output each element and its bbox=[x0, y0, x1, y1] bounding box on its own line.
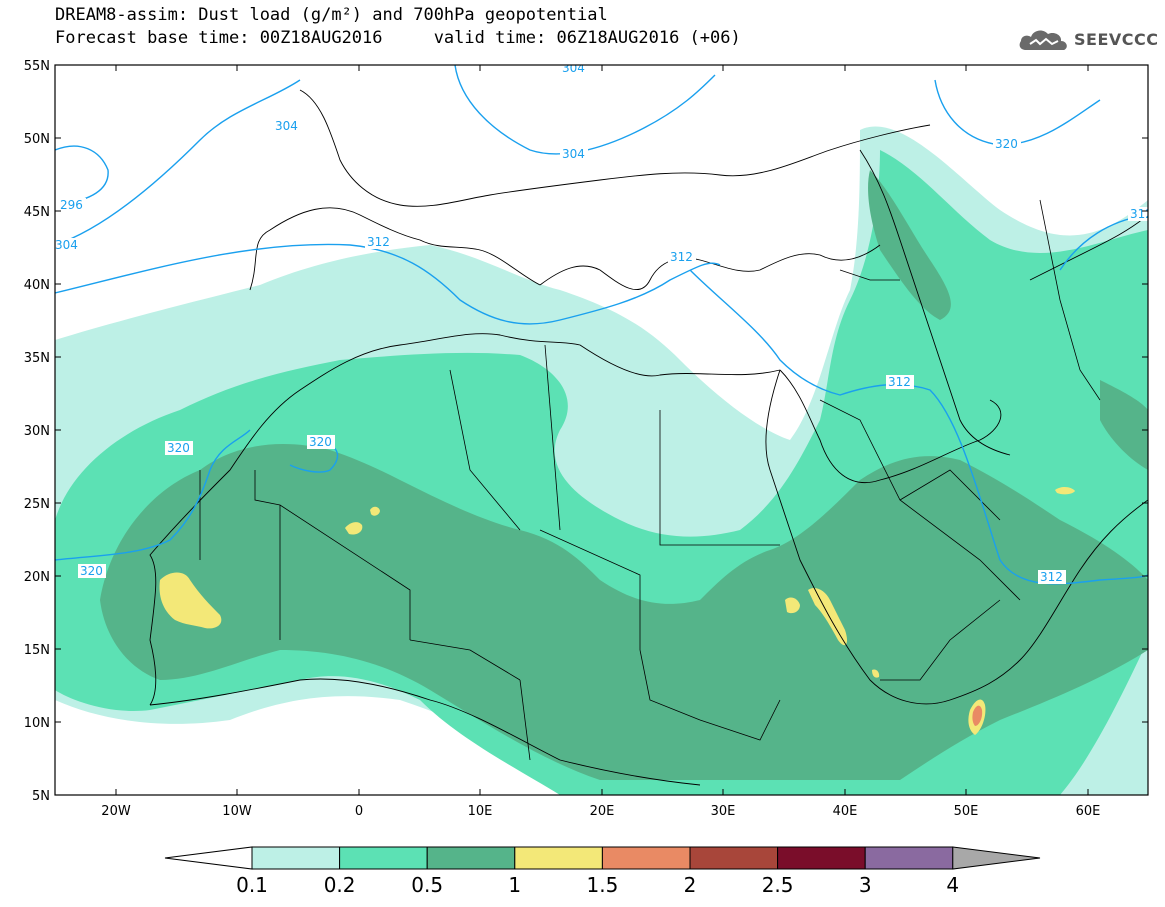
lat-label: 30N bbox=[24, 424, 50, 439]
isoline-labels: 304 304 304 296 304 312 312 312 312 320 … bbox=[55, 61, 1153, 584]
dust-field-orange bbox=[972, 705, 983, 726]
colorbar-label: 3 bbox=[859, 873, 872, 897]
lon-label: 20W bbox=[101, 804, 131, 819]
longitude-labels: 20W 10W 0 10E 20E 30E 40E 50E 60E bbox=[101, 804, 1100, 819]
lat-label: 15N bbox=[24, 643, 50, 658]
isoline-label: 304 bbox=[55, 238, 78, 252]
lon-label: 0 bbox=[355, 804, 363, 819]
colorbar-under-arrow bbox=[164, 846, 253, 870]
lat-label: 25N bbox=[24, 497, 50, 512]
colorbar-label: 0.2 bbox=[324, 873, 356, 897]
colorbar-label: 2 bbox=[684, 873, 697, 897]
colorbar-label: 0.1 bbox=[236, 873, 268, 897]
lat-label: 50N bbox=[24, 132, 50, 147]
isoline-label: 304 bbox=[562, 147, 585, 161]
lon-label: 10W bbox=[222, 804, 252, 819]
colorbar-label: 1.5 bbox=[586, 873, 618, 897]
lat-label: 5N bbox=[32, 789, 50, 804]
lon-label: 50E bbox=[954, 804, 979, 819]
lon-label: 20E bbox=[590, 804, 615, 819]
seevccc-logo: SEEVCCC bbox=[1018, 24, 1159, 54]
isoline-label: 320 bbox=[309, 435, 332, 449]
lat-label: 45N bbox=[24, 205, 50, 220]
isoline-label: 296 bbox=[60, 198, 83, 212]
isoline-label: 320 bbox=[167, 441, 190, 455]
lat-label: 10N bbox=[24, 716, 50, 731]
axis-ticks bbox=[55, 64, 1148, 796]
forecast-time-subtitle: Forecast base time: 00Z18AUG2016 valid t… bbox=[55, 28, 741, 48]
latitude-labels: 55N 50N 45N 40N 35N 30N 25N 20N 15N 10N … bbox=[24, 59, 50, 804]
colorbar-label: 1 bbox=[508, 873, 521, 897]
isoline-label: 312 bbox=[888, 375, 911, 389]
lon-label: 30E bbox=[711, 804, 736, 819]
cloud-icon bbox=[1019, 30, 1067, 50]
colorbar-label: 4 bbox=[946, 873, 959, 897]
isoline-label: 312 bbox=[670, 250, 693, 264]
colorbar-label: 0.5 bbox=[411, 873, 443, 897]
map-plot-area: 304 304 304 296 304 312 312 312 312 320 … bbox=[55, 61, 1153, 795]
lat-label: 55N bbox=[24, 59, 50, 74]
lat-label: 40N bbox=[24, 278, 50, 293]
colorbar-swatch bbox=[777, 846, 866, 870]
lon-label: 60E bbox=[1076, 804, 1101, 819]
colorbar-swatch bbox=[689, 846, 779, 870]
colorbar-label: 2.5 bbox=[762, 873, 794, 897]
isoline-label: 304 bbox=[562, 61, 585, 75]
isoline-label: 304 bbox=[275, 119, 298, 133]
lon-label: 40E bbox=[833, 804, 858, 819]
colorbar: 0.1 0.2 0.5 1 1.5 2 2.5 3 4 bbox=[164, 846, 1041, 897]
colorbar-swatch bbox=[601, 846, 691, 870]
colorbar-swatch bbox=[426, 846, 516, 870]
dust-field-yellow bbox=[159, 487, 1075, 735]
isoline-label: 312 bbox=[367, 235, 390, 249]
isoline-label: 312 bbox=[1130, 207, 1153, 221]
lon-label: 10E bbox=[468, 804, 493, 819]
isoline-label: 312 bbox=[1040, 570, 1063, 584]
isoline-label: 320 bbox=[80, 564, 103, 578]
isoline-label: 320 bbox=[995, 137, 1018, 151]
logo-text: SEEVCCC bbox=[1074, 29, 1159, 49]
colorbar-over-arrow bbox=[952, 846, 1041, 870]
map-title: DREAM8-assim: Dust load (g/m²) and 700hP… bbox=[55, 5, 608, 25]
coastlines bbox=[149, 89, 1148, 786]
country-borders bbox=[199, 199, 1101, 761]
colorbar-swatch bbox=[251, 846, 341, 870]
lat-label: 35N bbox=[24, 351, 50, 366]
colorbar-swatch bbox=[864, 846, 954, 870]
colorbar-swatch bbox=[339, 846, 428, 870]
lat-label: 20N bbox=[24, 570, 50, 585]
colorbar-swatch bbox=[514, 846, 603, 870]
